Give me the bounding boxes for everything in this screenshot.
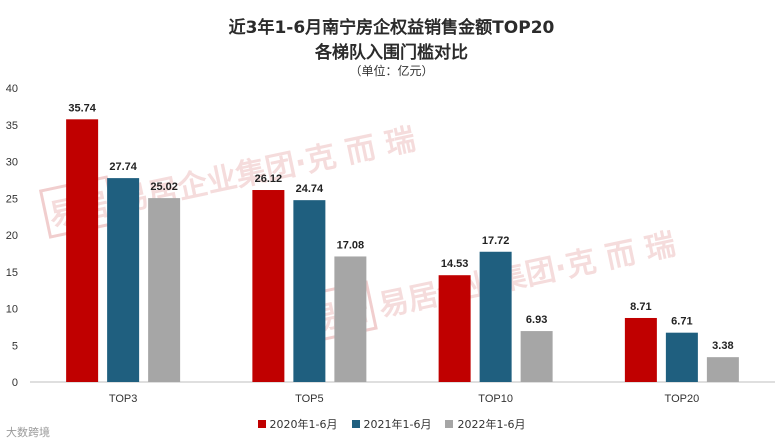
legend-label-2020: 2020年1-6月 — [269, 418, 338, 431]
bar — [252, 190, 285, 382]
data-label: 26.12 — [255, 173, 283, 185]
y-tick-label: 5 — [12, 340, 18, 352]
data-label: 3.38 — [712, 340, 733, 352]
legend: 2020年1-6月 2021年1-6月 2022年1-6月 — [0, 416, 783, 432]
data-label: 25.02 — [150, 181, 178, 193]
chart-unit: （单位：亿元） — [349, 64, 434, 78]
y-tick-label: 30 — [6, 157, 18, 169]
y-tick-label: 10 — [6, 304, 18, 316]
data-label: 35.74 — [68, 102, 96, 114]
legend-label-2021: 2021年1-6月 — [363, 418, 432, 431]
bar — [293, 200, 326, 382]
data-label: 17.72 — [482, 235, 510, 247]
chart-subtitle: 各梯队入围门槛对比 — [315, 43, 468, 63]
legend-swatch-2022 — [445, 420, 454, 428]
footer-logo: 大数跨境 — [6, 426, 50, 439]
legend-item-2021: 2021年1-6月 — [351, 416, 432, 432]
bar — [665, 332, 698, 382]
bar — [66, 119, 99, 382]
bar — [520, 331, 553, 382]
x-tick-label: TOP5 — [295, 393, 324, 405]
legend-swatch-2020 — [257, 420, 266, 428]
y-tick-label: 35 — [6, 120, 18, 132]
data-label: 8.71 — [630, 301, 651, 313]
bar — [706, 357, 739, 382]
data-label: 17.08 — [337, 239, 365, 251]
x-tick-label: TOP3 — [109, 393, 138, 405]
bar — [148, 198, 181, 382]
bar — [107, 178, 140, 382]
data-label: 14.53 — [441, 258, 469, 270]
data-label: 6.93 — [526, 314, 547, 326]
bar — [334, 256, 367, 382]
legend-item-2022: 2022年1-6月 — [445, 416, 525, 432]
y-tick-label: 15 — [6, 267, 18, 279]
bar — [438, 275, 471, 382]
legend-item-2020: 2020年1-6月 — [257, 416, 338, 432]
x-tick-label: TOP10 — [478, 393, 513, 405]
data-label: 27.74 — [109, 161, 137, 173]
chart-title: 近3年1-6月南宁房企权益销售金额TOP20 — [228, 18, 555, 38]
bar — [624, 317, 657, 382]
legend-label-2022: 2022年1-6月 — [457, 418, 526, 431]
y-tick-label: 25 — [6, 193, 18, 205]
legend-swatch-2021 — [351, 420, 360, 428]
y-tick-label: 40 — [6, 83, 18, 95]
data-label: 24.74 — [296, 183, 324, 195]
data-label: 6.71 — [671, 316, 692, 328]
y-tick-label: 20 — [6, 230, 18, 242]
bar — [479, 251, 512, 382]
x-tick-label: TOP20 — [665, 393, 700, 405]
y-tick-label: 0 — [12, 377, 18, 389]
